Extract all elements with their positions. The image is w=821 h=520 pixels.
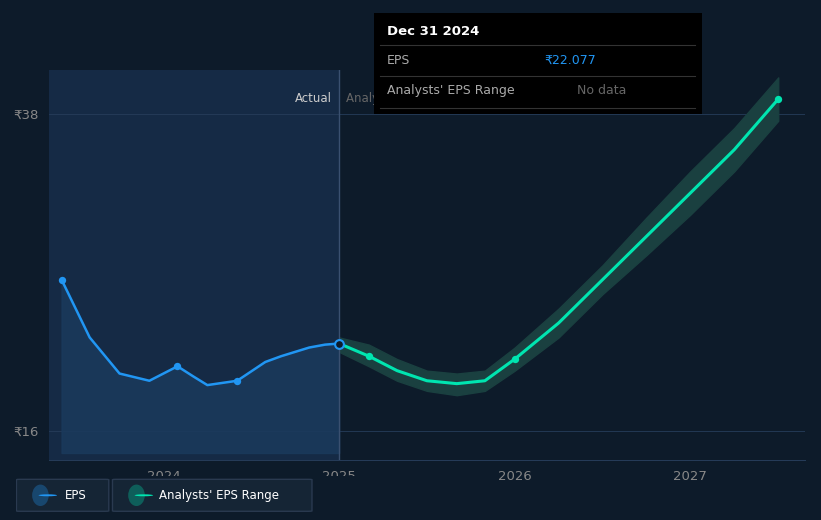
Point bbox=[231, 376, 244, 385]
Point bbox=[333, 340, 346, 348]
Circle shape bbox=[135, 495, 153, 496]
Bar bbox=[49, 70, 339, 460]
FancyBboxPatch shape bbox=[16, 479, 108, 511]
Ellipse shape bbox=[128, 485, 144, 506]
Text: EPS: EPS bbox=[65, 489, 86, 502]
Point bbox=[772, 95, 785, 103]
Text: Analysts' EPS Range: Analysts' EPS Range bbox=[158, 489, 278, 502]
FancyBboxPatch shape bbox=[112, 479, 312, 511]
Text: Analysts Forecasts: Analysts Forecasts bbox=[346, 92, 456, 105]
Text: Dec 31 2024: Dec 31 2024 bbox=[387, 25, 479, 38]
Circle shape bbox=[39, 495, 57, 496]
Point bbox=[171, 362, 184, 370]
Text: No data: No data bbox=[577, 84, 626, 97]
Text: Analysts' EPS Range: Analysts' EPS Range bbox=[387, 84, 514, 97]
Text: Actual: Actual bbox=[295, 92, 332, 105]
Ellipse shape bbox=[32, 485, 48, 506]
Point bbox=[362, 352, 375, 360]
Point bbox=[508, 355, 521, 363]
Text: ₹22.077: ₹22.077 bbox=[544, 54, 596, 67]
Text: EPS: EPS bbox=[387, 54, 410, 67]
Point bbox=[55, 276, 68, 284]
